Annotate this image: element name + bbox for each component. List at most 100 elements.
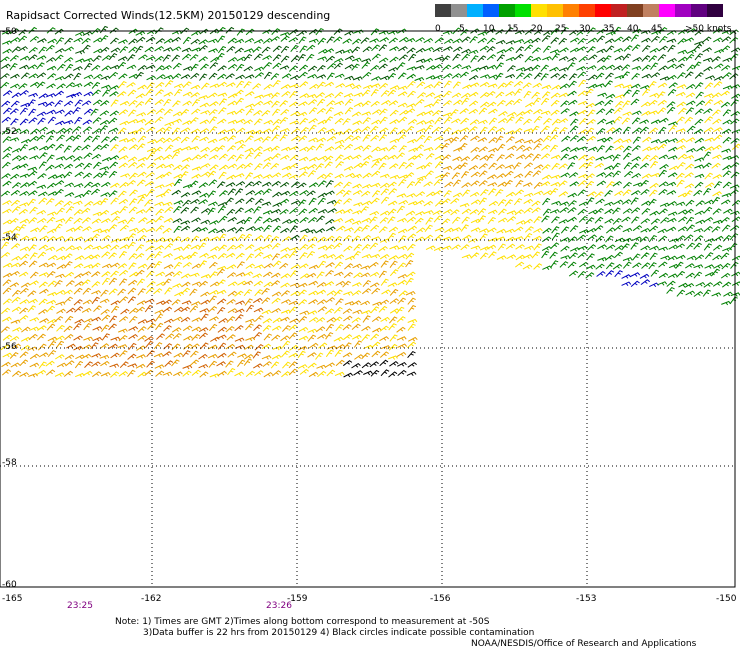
wind-barb <box>657 143 667 151</box>
wind-barb <box>280 290 290 297</box>
wind-barb <box>425 75 436 80</box>
wind-barb <box>523 162 533 169</box>
wind-barb <box>531 207 541 214</box>
wind-barb <box>730 47 740 53</box>
wind-barb <box>640 279 651 285</box>
wind-barb <box>477 55 487 63</box>
wind-barb <box>406 216 416 223</box>
wind-barb <box>514 53 524 60</box>
wind-barb <box>452 63 462 70</box>
wind-barb <box>162 306 173 313</box>
wind-barb <box>28 298 38 304</box>
wind-barb <box>181 287 190 295</box>
wind-barb <box>198 95 209 100</box>
wind-barb <box>207 170 217 178</box>
wind-barb <box>488 137 498 144</box>
wind-barb <box>434 200 444 207</box>
wind-barb <box>677 38 687 45</box>
wind-barb <box>407 341 417 349</box>
wind-barb <box>190 198 200 205</box>
wind-barb <box>145 64 156 70</box>
wind-barb <box>182 36 192 45</box>
wind-barb <box>316 173 327 180</box>
wind-barb <box>245 336 256 342</box>
wind-barb <box>514 226 524 233</box>
wind-barb <box>209 373 220 378</box>
wind-barb <box>99 166 110 171</box>
wind-barb <box>189 117 199 124</box>
wind-barb <box>487 83 498 88</box>
wind-barb <box>198 327 209 333</box>
wind-barb <box>38 93 49 99</box>
wind-barb <box>37 173 47 180</box>
wind-barb <box>237 280 247 286</box>
wind-barb <box>137 288 146 296</box>
wind-barb <box>569 181 579 187</box>
wind-barb <box>469 82 480 88</box>
wind-barb <box>569 111 579 117</box>
wind-barb <box>282 340 291 348</box>
wind-barb <box>110 352 120 359</box>
wind-barb <box>11 206 21 213</box>
wind-barb <box>407 225 418 232</box>
wind-barb <box>576 136 587 143</box>
wind-barb <box>128 109 137 117</box>
wind-barb <box>315 92 325 99</box>
wind-barb <box>2 316 12 322</box>
wind-barb <box>307 362 317 369</box>
wind-barb <box>36 62 45 70</box>
wind-barb <box>606 127 616 133</box>
wind-barb <box>612 162 621 170</box>
wind-barb <box>513 198 523 206</box>
wind-barb <box>567 90 577 97</box>
wind-barb <box>342 118 351 126</box>
wind-barb <box>146 218 156 225</box>
wind-barb <box>443 190 452 198</box>
wind-barb <box>684 37 695 43</box>
wind-barb <box>471 154 481 162</box>
wind-barb <box>703 187 712 196</box>
wind-barb <box>541 35 551 42</box>
wind-barb <box>342 38 352 44</box>
wind-barb <box>189 288 198 296</box>
wind-barb <box>117 127 127 135</box>
wind-barb <box>10 262 21 268</box>
wind-barb <box>649 282 659 288</box>
wind-barb <box>694 82 704 90</box>
wind-barb <box>371 146 381 153</box>
wind-barb <box>270 361 280 369</box>
legend-swatch <box>611 4 627 17</box>
wind-barb <box>136 300 147 306</box>
legend-label: >50 knots <box>685 24 732 34</box>
wind-barb <box>317 208 328 214</box>
wind-barb <box>72 134 82 142</box>
wind-barb <box>513 162 522 170</box>
wind-barb <box>479 252 489 260</box>
wind-barb <box>101 218 111 224</box>
wind-barb <box>470 199 481 205</box>
wind-barb <box>388 323 397 331</box>
wind-barb <box>198 280 208 288</box>
wind-barb <box>675 63 685 70</box>
wind-barb <box>387 200 398 206</box>
wind-barb <box>459 127 470 133</box>
wind-barb <box>118 328 128 333</box>
wind-barb <box>208 179 218 187</box>
wind-barb <box>497 181 508 188</box>
wind-barb <box>99 298 110 304</box>
wind-barb <box>171 151 180 160</box>
wind-barb <box>280 253 290 260</box>
wind-barb <box>190 244 201 250</box>
wind-barb <box>497 82 507 89</box>
wind-barb <box>353 145 364 151</box>
wind-barb <box>567 56 577 62</box>
wind-barb <box>522 146 533 152</box>
wind-barb <box>225 360 234 368</box>
wind-barb <box>217 279 226 287</box>
wind-barb <box>172 62 182 70</box>
wind-barb <box>585 264 596 270</box>
wind-barb <box>74 318 85 324</box>
wind-barb <box>497 217 508 223</box>
wind-barb <box>234 139 245 145</box>
wind-barb <box>226 264 237 270</box>
